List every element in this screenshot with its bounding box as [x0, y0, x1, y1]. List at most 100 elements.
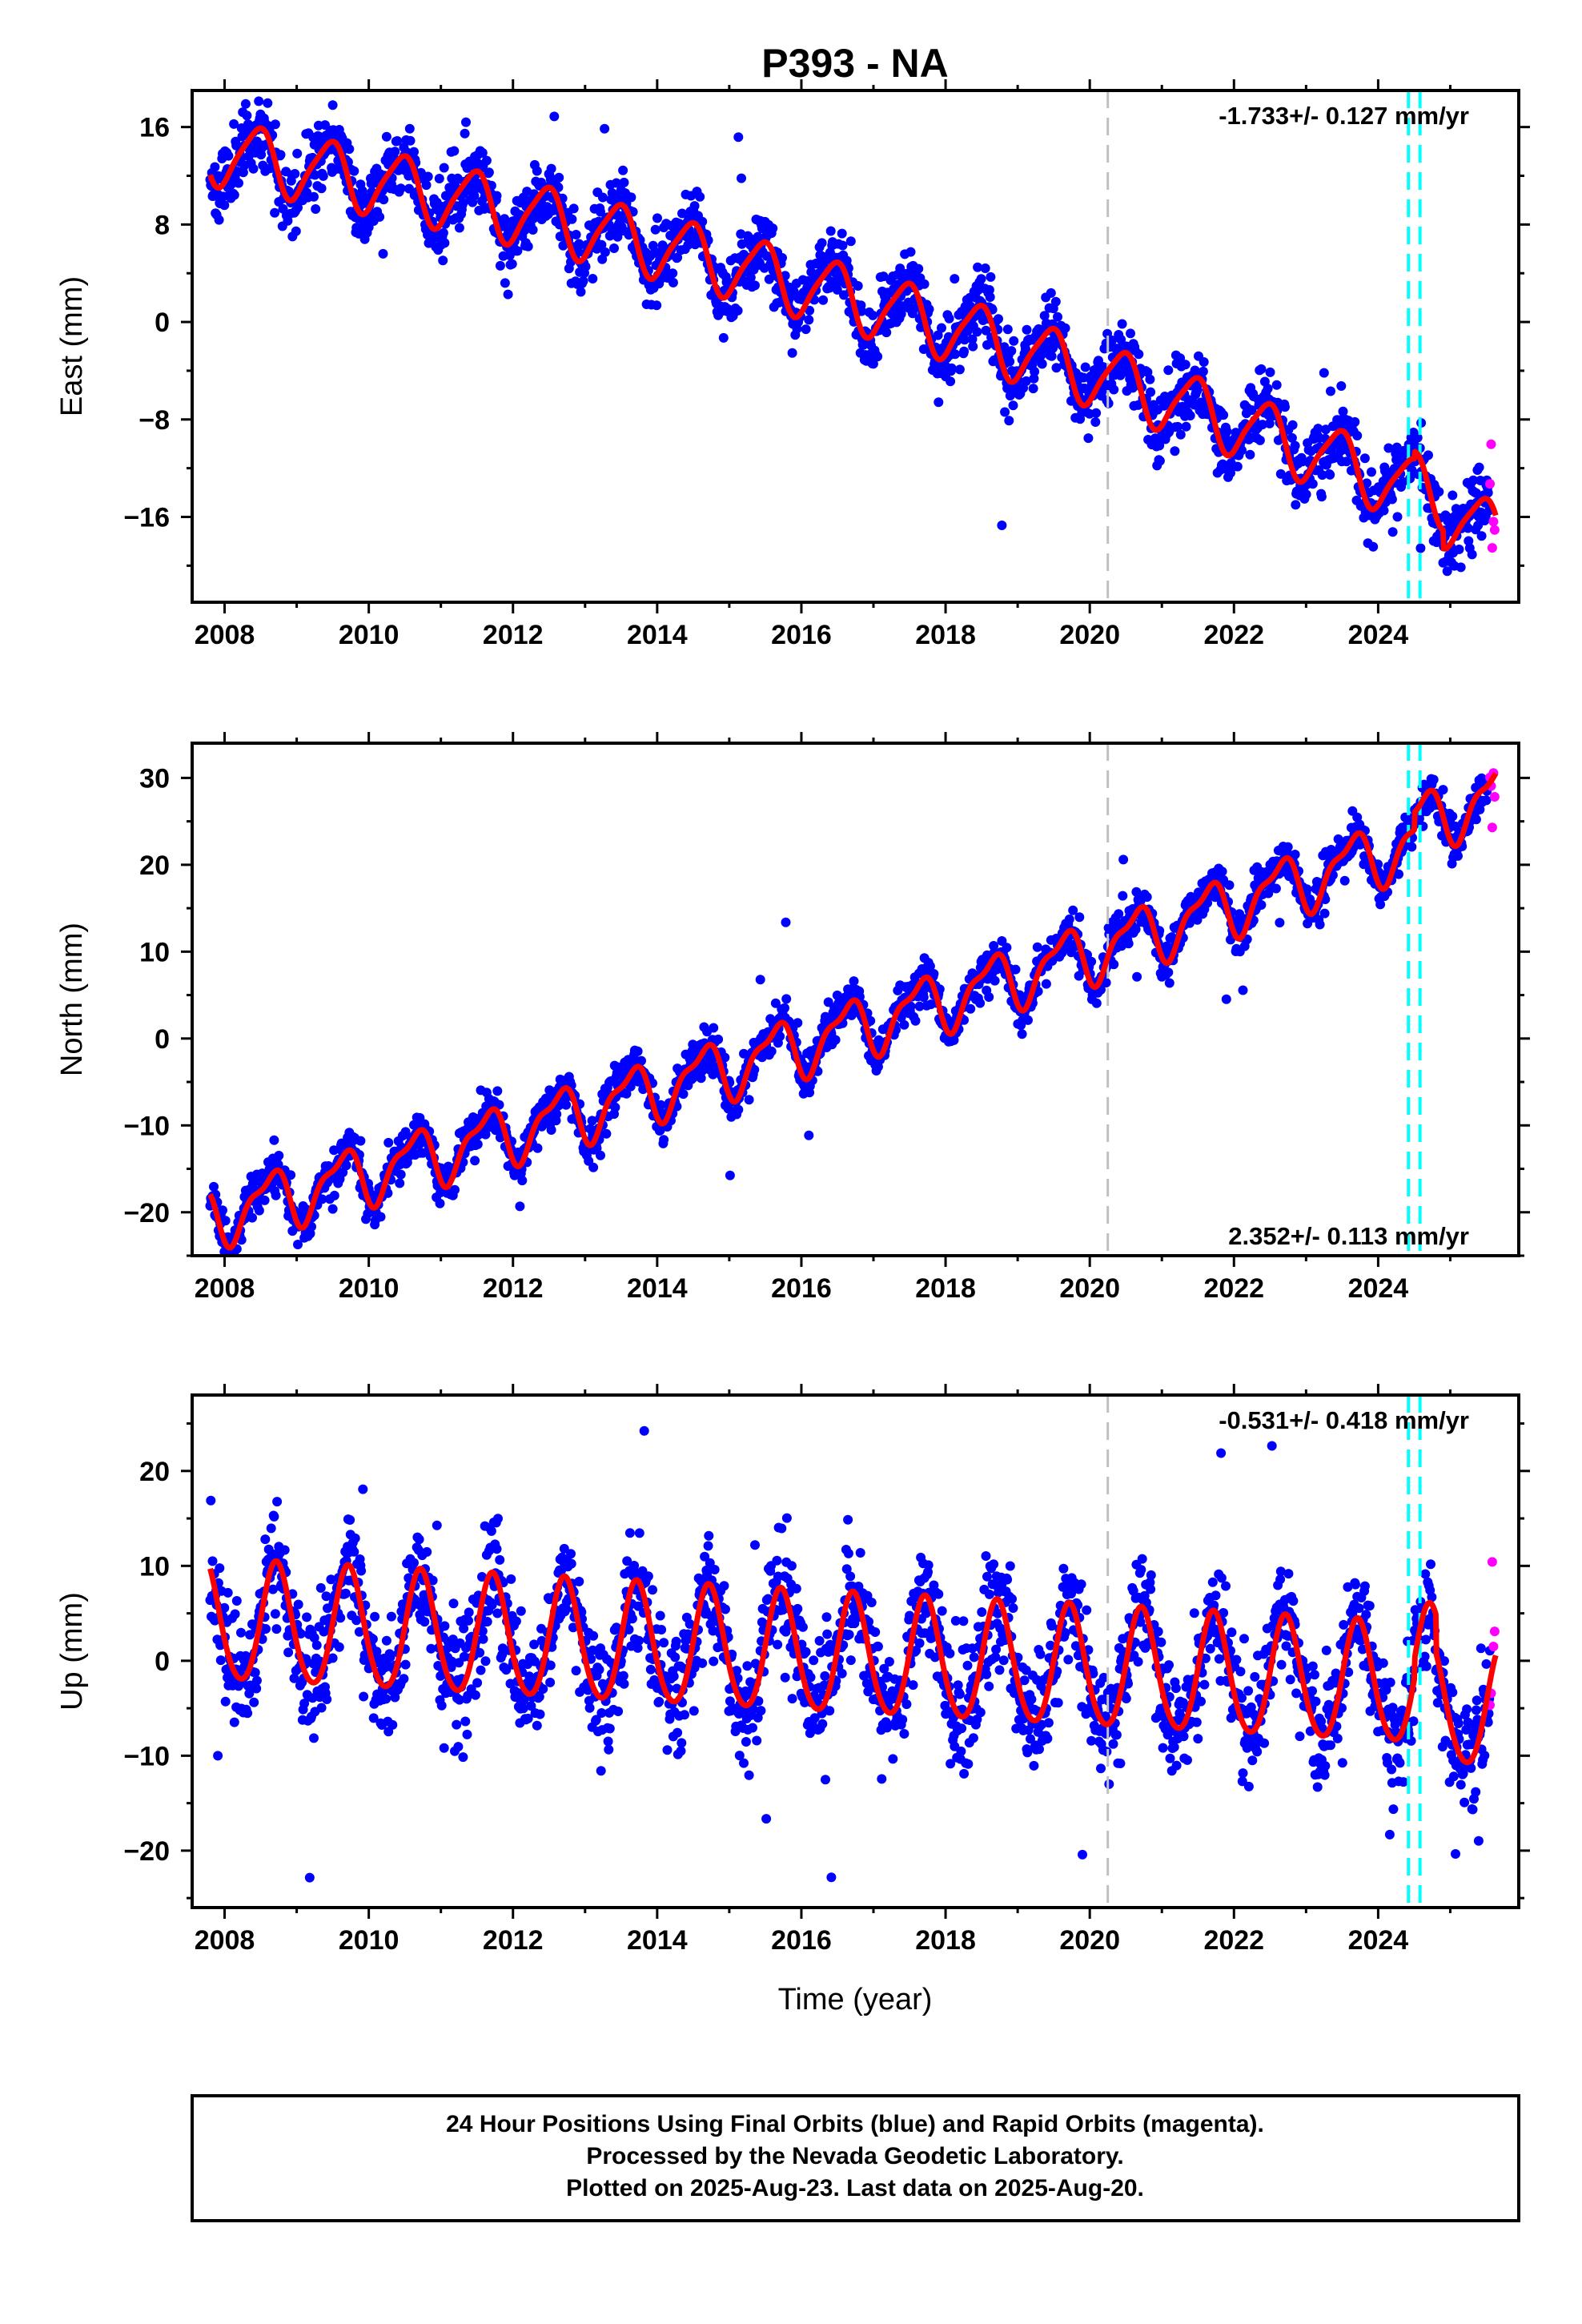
final-orbit-point — [379, 195, 389, 205]
final-orbit-point — [1319, 908, 1330, 919]
final-orbit-point — [1383, 443, 1394, 453]
final-orbit-point — [249, 1697, 259, 1707]
final-orbit-point — [1163, 365, 1174, 376]
final-orbit-point — [1471, 814, 1481, 825]
final-orbit-point — [733, 1104, 744, 1115]
final-orbit-point — [1219, 410, 1229, 420]
final-orbit-point — [292, 148, 303, 159]
final-orbit-point — [1051, 363, 1062, 373]
final-orbit-point — [913, 263, 924, 274]
y-tick-label: 10 — [139, 937, 170, 967]
final-orbit-point — [619, 177, 629, 187]
final-orbit-point — [1002, 943, 1012, 953]
final-orbit-point — [1046, 351, 1057, 361]
final-orbit-point — [214, 215, 224, 225]
final-orbit-point — [1315, 919, 1325, 930]
final-orbit-point — [1287, 432, 1297, 443]
rapid-orbit-point — [1489, 792, 1500, 802]
final-orbit-point — [910, 1015, 921, 1026]
final-orbit-point — [482, 1617, 492, 1626]
final-orbit-point — [1291, 500, 1301, 510]
final-orbit-point — [934, 397, 944, 408]
final-orbit-point — [453, 1742, 464, 1752]
final-orbit-point — [421, 180, 432, 191]
final-orbit-point — [322, 1695, 332, 1704]
final-orbit-point — [1159, 392, 1170, 401]
final-orbit-point — [452, 1719, 462, 1730]
final-orbit-point — [236, 1627, 246, 1638]
final-orbit-point — [1090, 417, 1101, 427]
final-orbit-point — [1434, 487, 1444, 497]
final-orbit-point — [621, 1088, 632, 1099]
final-orbit-point — [1127, 383, 1138, 393]
final-orbit-point — [937, 323, 946, 333]
final-orbit-point — [493, 1514, 503, 1524]
final-orbit-point — [1170, 446, 1180, 456]
final-orbit-point — [409, 1558, 419, 1568]
final-orbit-point — [696, 1073, 706, 1084]
final-orbit-point — [1283, 842, 1293, 852]
final-orbit-point — [1118, 854, 1129, 865]
final-orbit-point — [1164, 978, 1174, 988]
final-orbit-point — [1000, 407, 1010, 417]
final-orbit-point — [1132, 971, 1142, 982]
final-orbit-point — [1101, 978, 1111, 988]
final-orbit-point — [770, 998, 781, 1008]
final-orbit-point — [949, 1035, 959, 1045]
final-orbit-point — [1126, 328, 1135, 339]
final-orbit-point — [968, 341, 978, 352]
final-orbit-point — [1217, 866, 1227, 877]
final-orbit-point — [1032, 942, 1042, 952]
final-orbit-point — [517, 1176, 528, 1186]
y-axis-label: East (mm) — [55, 276, 89, 416]
final-orbit-point — [1339, 875, 1350, 886]
final-orbit-point — [234, 178, 243, 188]
final-orbit-point — [1066, 396, 1076, 406]
final-orbit-point — [507, 259, 517, 269]
x-tick-label: 2010 — [339, 620, 400, 650]
final-orbit-point — [304, 1872, 315, 1883]
final-orbit-point — [311, 204, 321, 214]
final-orbit-point — [997, 521, 1007, 530]
final-orbit-point — [636, 1055, 646, 1066]
final-orbit-point — [1028, 384, 1038, 394]
final-orbit-point — [668, 268, 678, 279]
final-orbit-point — [464, 1607, 474, 1618]
final-orbit-point — [1199, 357, 1209, 367]
final-orbit-point — [709, 1023, 719, 1033]
final-orbit-point — [725, 1170, 735, 1180]
final-orbit-point — [375, 211, 385, 222]
final-orbit-point — [1008, 400, 1018, 411]
final-orbit-point — [386, 1611, 396, 1622]
final-orbit-point — [340, 1588, 351, 1598]
final-orbit-point — [975, 998, 986, 1008]
final-orbit-point — [1017, 1029, 1027, 1039]
y-tick-label: −20 — [123, 1198, 170, 1228]
final-orbit-point — [279, 1545, 290, 1555]
final-orbit-point — [1107, 336, 1117, 345]
final-orbit-point — [626, 192, 636, 203]
x-tick-label: 2016 — [771, 620, 832, 650]
final-orbit-point — [959, 335, 970, 345]
y-tick-label: 30 — [139, 763, 170, 794]
final-orbit-point — [857, 306, 867, 316]
final-orbit-point — [980, 263, 990, 273]
final-orbit-point — [480, 1656, 491, 1667]
final-orbit-point — [438, 227, 448, 238]
final-orbit-point — [229, 1717, 239, 1727]
final-orbit-point — [1447, 490, 1458, 501]
final-orbit-point — [1412, 432, 1423, 443]
rapid-orbit-point — [1487, 822, 1497, 833]
final-orbit-point — [1050, 296, 1061, 307]
final-orbit-point — [610, 1102, 620, 1112]
final-orbit-point — [552, 1109, 562, 1120]
final-orbit-point — [1362, 478, 1372, 489]
final-orbit-point — [990, 975, 1000, 986]
final-orbit-point — [476, 1665, 486, 1675]
final-orbit-point — [381, 1635, 391, 1646]
final-orbit-point — [500, 214, 510, 224]
final-orbit-point — [269, 1135, 279, 1145]
final-orbit-point — [549, 111, 560, 122]
up-panel: 2008 2010 2012 2014 2016 2018 2020 2022 20242010… — [55, 1384, 1530, 1956]
